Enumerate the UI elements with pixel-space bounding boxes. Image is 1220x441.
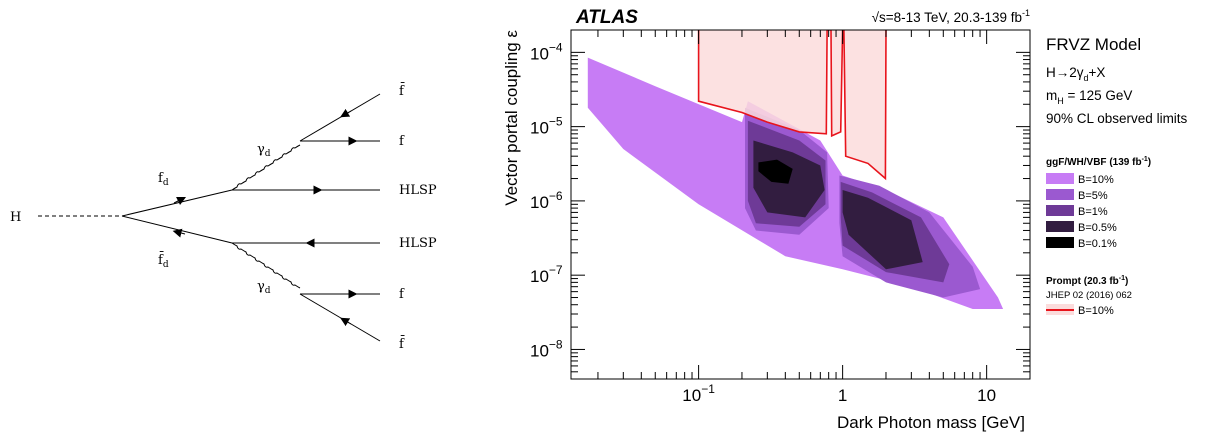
legend-label: B=10%	[1078, 174, 1114, 186]
exclusion-regions	[587, 30, 1004, 309]
fd-bar-label: f̄d	[158, 251, 169, 270]
y-tick-label: 10−8	[530, 337, 563, 360]
model-higgs-mass: mH = 125 GeV	[1046, 88, 1132, 106]
fbar-bottom-arrow	[340, 317, 352, 327]
fd-bar-line	[121, 215, 233, 244]
exclusion-plot: 10−1 1 10 10−8 10−7 10−6 10−5 10−4 ATLAS √s=8-1…	[502, 7, 1188, 432]
legend-swatch	[1046, 173, 1074, 184]
fbar-top-arrow	[340, 108, 352, 118]
hlsp-bottom-label: HLSP	[399, 236, 437, 251]
fd-label: fd	[158, 171, 169, 188]
fbar-bottom-out-label: f̄	[399, 335, 405, 352]
gamma-bottom-label: γd	[257, 279, 271, 296]
prompt-limit-line	[697, 30, 887, 181]
fd-arrow	[173, 196, 187, 206]
fbar-top-line	[299, 93, 381, 142]
fbar-top-out-label: f̄	[399, 82, 405, 99]
legend-prompt-ref: JHEP 02 (2016) 062	[1046, 290, 1132, 301]
hlsp-top-label: HLSP	[399, 183, 437, 198]
energy-label: √s=8-13 TeV, 20.3-139 fb-1	[872, 8, 1030, 25]
legend-label: B=5%	[1078, 190, 1108, 202]
model-title: FRVZ Model	[1046, 35, 1141, 54]
region-b-0-5--1	[842, 190, 923, 270]
gamma-bottom-photon	[231, 242, 301, 289]
fbar-bottom-line	[299, 293, 381, 342]
fd-line	[121, 189, 233, 217]
legend-label: B=0.1%	[1078, 238, 1117, 250]
x-tick-label: 10	[977, 386, 996, 405]
x-tick-label: 1	[838, 386, 847, 405]
region-b-0-1--0	[758, 159, 793, 184]
higgs-label: H	[10, 210, 21, 225]
atlas-label: ATLAS	[575, 7, 638, 28]
legend-entries: B=10% B=5% B=1% B=0.5% B=0.1%	[1046, 173, 1117, 250]
gamma-top-photon	[231, 144, 301, 191]
y-tick-label: 10−7	[530, 263, 563, 286]
legend-label: B=1%	[1078, 206, 1108, 218]
prompt-excluded-area	[698, 30, 886, 179]
gamma-top-label: γd	[257, 142, 271, 159]
legend-label: B=0.5%	[1078, 222, 1117, 234]
axis-ticks	[571, 29, 1031, 380]
fd-bar-arrow	[172, 228, 186, 238]
model-cl: 90% CL observed limits	[1046, 111, 1188, 126]
y-axis-title: Vector portal coupling ε	[502, 30, 521, 206]
f-top-out-label: f	[399, 134, 405, 149]
feynman-diagram: H fd f̄d γd γd f̄ f HLSP HLSP f f̄	[10, 82, 437, 352]
legend-swatch	[1046, 221, 1074, 232]
y-tick-label: 10−5	[530, 115, 563, 138]
legend-prompt-entry: B=10%	[1078, 305, 1114, 317]
legend-ggf-title: ggF/WH/VBF (139 fb-1)	[1046, 156, 1151, 168]
model-decay: H→2γd+X	[1046, 65, 1105, 83]
legend-swatch	[1046, 205, 1074, 216]
x-axis-title: Dark Photon mass [GeV]	[837, 413, 1025, 432]
legend-swatch	[1046, 189, 1074, 200]
f-bottom-out-label: f	[399, 287, 405, 302]
y-tick-label: 10−4	[530, 40, 563, 63]
legend-swatch	[1046, 237, 1074, 248]
tick-labels: 10−1 1 10 10−8 10−7 10−6 10−5 10−4	[530, 40, 996, 405]
plot-frame	[570, 29, 1031, 380]
x-tick-label: 10−1	[682, 382, 715, 405]
legend-prompt-title: Prompt (20.3 fb-1)	[1046, 275, 1128, 287]
y-tick-label: 10−6	[530, 189, 563, 212]
